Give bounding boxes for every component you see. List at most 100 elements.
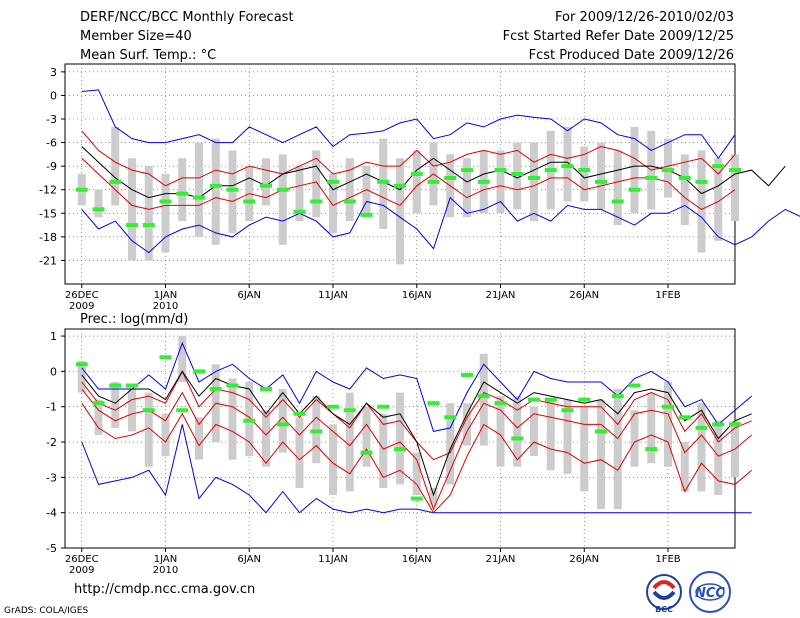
grads-credit: GrADS: COLA/IGES bbox=[4, 606, 89, 616]
forecast-period: For 2009/12/26-2010/02/03 bbox=[555, 10, 734, 25]
precipitation-observation-mark bbox=[394, 447, 406, 452]
temperature-observation-mark bbox=[226, 187, 239, 192]
temperature-xtick-label: 11JAN bbox=[318, 290, 348, 301]
temperature-observation-mark bbox=[695, 179, 708, 184]
temperature-series-max bbox=[81, 89, 736, 160]
precipitation-range-box bbox=[144, 392, 153, 467]
ncc-logo-ring bbox=[689, 571, 731, 613]
temperature-xtick-label: 1JAN bbox=[154, 290, 177, 301]
precipitation-observation-mark bbox=[494, 401, 507, 406]
temperature-observation-mark bbox=[109, 179, 122, 184]
temperature-panel: 3 0 -3 -6 -9 -12 -15 -18 -21 26DEC 1JAN 6JAN 11JAN 16… bbox=[39, 63, 800, 312]
precipitation-range-box bbox=[412, 452, 421, 496]
temperature-range-box bbox=[178, 158, 187, 222]
precipitation-range-box bbox=[496, 396, 505, 467]
temperature-observation-mark bbox=[544, 168, 557, 173]
precipitation-observation-mark bbox=[276, 422, 289, 427]
precipitation-observation-mark bbox=[410, 496, 423, 501]
temperature-range-box bbox=[530, 142, 538, 222]
temperature-xtick-label: 21JAN bbox=[486, 290, 516, 301]
precipitation-range-box bbox=[228, 378, 237, 460]
precipitation-range-box bbox=[647, 392, 656, 464]
source-url[interactable]: http://cmdp.ncc.cma.gov.cn bbox=[74, 582, 256, 597]
precipitation-observation-mark bbox=[327, 404, 339, 409]
precipitation-ytick-label: -4 bbox=[46, 507, 57, 520]
temperature-observation-mark bbox=[243, 199, 256, 204]
precipitation-range-box bbox=[630, 410, 639, 467]
precipitation-series-low_red bbox=[81, 402, 753, 514]
precipitation-range-box bbox=[563, 399, 572, 474]
precipitation-ytick-label: -1 bbox=[46, 401, 57, 414]
precipitation-observation-mark bbox=[628, 383, 641, 388]
precipitation-range-box bbox=[580, 406, 589, 492]
temperature-range-box bbox=[714, 158, 723, 241]
temperature-observation-mark bbox=[712, 164, 725, 169]
precipitation-observation-mark bbox=[511, 436, 524, 441]
precipitation-xtick-year-label: 2009 bbox=[69, 565, 94, 576]
temperature-observation-mark bbox=[159, 199, 172, 204]
temperature-range-box bbox=[329, 174, 337, 233]
temperature-ytick-label: -6 bbox=[46, 137, 57, 150]
precipitation-observation-mark bbox=[444, 415, 457, 420]
precipitation-range-box bbox=[195, 417, 203, 460]
temperature-observation-mark bbox=[276, 187, 289, 192]
temperature-observation-mark bbox=[377, 179, 390, 184]
precipitation-range-box bbox=[513, 396, 522, 467]
precipitation-observation-mark bbox=[75, 362, 88, 367]
temperature-ytick-label: -18 bbox=[39, 231, 57, 244]
precipitation-range-box bbox=[111, 381, 120, 428]
temperature-observation-mark bbox=[645, 175, 658, 180]
temperature-range-box bbox=[94, 189, 103, 218]
temperature-range-box bbox=[731, 154, 739, 222]
temperature-ytick-label: -15 bbox=[39, 207, 57, 220]
temperature-observation-mark bbox=[310, 199, 323, 204]
precipitation-range-box bbox=[479, 353, 488, 446]
precipitation-xtick-label: 1FEB bbox=[655, 554, 680, 565]
temperature-ytick-label: -3 bbox=[46, 113, 57, 126]
precipitation-range-box bbox=[77, 360, 86, 393]
temperature-series-min bbox=[81, 196, 800, 254]
precipitation-observation-mark bbox=[159, 355, 172, 360]
temperature-range-box bbox=[128, 158, 136, 261]
temperature-xtick-label: 26JAN bbox=[569, 290, 599, 301]
temperature-observation-mark bbox=[729, 168, 741, 173]
temperature-range-box bbox=[211, 138, 220, 245]
temperature-range-box bbox=[312, 150, 321, 218]
temperature-ytick-label: 0 bbox=[50, 89, 57, 102]
temperature-observation-mark bbox=[394, 183, 406, 188]
precipitation-range-box bbox=[714, 420, 723, 496]
precipitation-xtick-label: 6JAN bbox=[238, 554, 261, 565]
precipitation-range-box bbox=[597, 399, 605, 510]
temperature-observation-mark bbox=[611, 199, 624, 204]
precipitation-xtick-label: 16JAN bbox=[402, 554, 432, 565]
ncc-logo-orbit bbox=[695, 583, 725, 601]
temperature-range-box bbox=[144, 166, 153, 261]
precipitation-xtick-label: 21JAN bbox=[486, 554, 516, 565]
precipitation-range-box bbox=[262, 410, 270, 467]
temperature-ytick-label: -9 bbox=[46, 160, 57, 173]
precipitation-observation-mark bbox=[310, 429, 323, 434]
precipitation-observation-mark bbox=[293, 411, 306, 416]
precipitation-range-box bbox=[379, 413, 388, 488]
precipitation-range-box bbox=[329, 424, 337, 496]
temperature-observation-mark bbox=[561, 164, 574, 169]
precipitation-range-box bbox=[530, 406, 538, 457]
temperature-observation-mark bbox=[360, 212, 373, 217]
temperature-observation-mark bbox=[343, 199, 356, 204]
precipitation-panel: 1 0 -1 -2 -3 -4 -5 26DEC 1JAN 6JAN 11JAN 16JAN 21JAN… bbox=[46, 328, 753, 576]
precipitation-observation-mark bbox=[193, 369, 205, 374]
forecast-produced-date: Fcst Produced Date 2009/12/26 bbox=[528, 48, 734, 63]
temperature-ytick-label: -21 bbox=[39, 254, 57, 267]
precipitation-observation-mark bbox=[611, 394, 624, 399]
temperature-range-box bbox=[680, 154, 689, 226]
temperature-observation-mark bbox=[461, 168, 473, 173]
temperature-observation-mark bbox=[595, 179, 607, 184]
temperature-ytick-label: -12 bbox=[39, 184, 57, 197]
temperature-observation-mark bbox=[327, 179, 339, 184]
precipitation-ytick-label: -3 bbox=[46, 471, 57, 484]
precipitation-xtick-label: 1JAN bbox=[154, 554, 177, 565]
temperature-range-box bbox=[697, 150, 706, 253]
temperature-range-box bbox=[396, 158, 404, 265]
precipitation-series-max bbox=[81, 341, 753, 432]
